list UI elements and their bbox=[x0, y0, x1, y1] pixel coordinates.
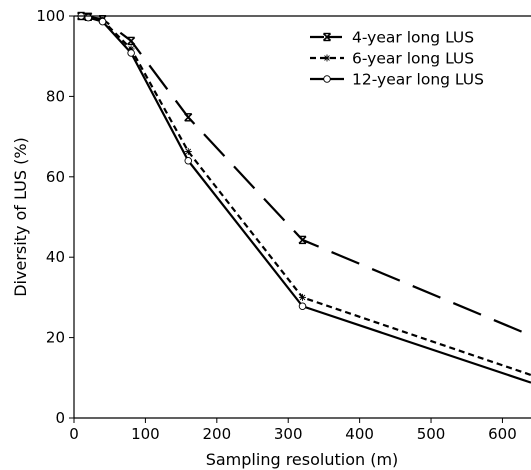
x-axis-ticks: 0 100 200 300 400 500 600 bbox=[69, 418, 517, 443]
x-tick-label: 600 bbox=[488, 425, 517, 443]
x-axis-label: Sampling resolution (m) bbox=[206, 450, 399, 469]
y-tick-label: 40 bbox=[46, 248, 65, 266]
legend-label: 4-year long LUS bbox=[352, 29, 474, 47]
y-tick-label: 100 bbox=[36, 7, 65, 25]
y-tick-label: 60 bbox=[46, 168, 65, 186]
legend-marker bbox=[322, 32, 332, 42]
data-point bbox=[127, 36, 136, 46]
data-point bbox=[298, 302, 307, 310]
legend-marker bbox=[323, 54, 331, 62]
x-tick-label: 200 bbox=[202, 425, 231, 443]
axes-layer bbox=[73, 15, 531, 419]
legend-entry: 4-year long LUS bbox=[310, 29, 474, 47]
data-point bbox=[184, 156, 192, 165]
legend-label: 6-year long LUS bbox=[352, 50, 474, 68]
series-layer bbox=[77, 11, 531, 384]
x-tick-label: 400 bbox=[345, 425, 374, 443]
data-point bbox=[184, 113, 193, 122]
y-axis-label: Diversity of LUS (%) bbox=[11, 137, 30, 297]
legend-entry: 12-year long LUS bbox=[310, 71, 484, 89]
x-tick-label: 500 bbox=[417, 425, 446, 443]
data-point bbox=[127, 49, 135, 57]
y-axis-ticks: 0 20 40 60 80 100 bbox=[36, 7, 74, 427]
y-tick-label: 80 bbox=[46, 87, 65, 105]
y-tick-label: 0 bbox=[55, 409, 65, 427]
legend-label: 12-year long LUS bbox=[352, 71, 484, 89]
data-point bbox=[298, 235, 307, 245]
data-point bbox=[299, 293, 306, 301]
x-tick-label: 100 bbox=[131, 425, 160, 443]
legend-entry: 6-year long LUS bbox=[310, 50, 474, 68]
x-tick-label: 300 bbox=[274, 425, 303, 443]
data-point bbox=[184, 147, 192, 155]
series-3 bbox=[77, 12, 531, 384]
legend-marker bbox=[323, 75, 331, 83]
x-tick-label: 0 bbox=[69, 425, 79, 443]
data-point bbox=[98, 17, 107, 26]
legend: 4-year long LUS 6-year long LUS 12-year lo… bbox=[310, 29, 484, 89]
data-point bbox=[84, 13, 93, 22]
y-tick-label: 20 bbox=[46, 329, 65, 347]
